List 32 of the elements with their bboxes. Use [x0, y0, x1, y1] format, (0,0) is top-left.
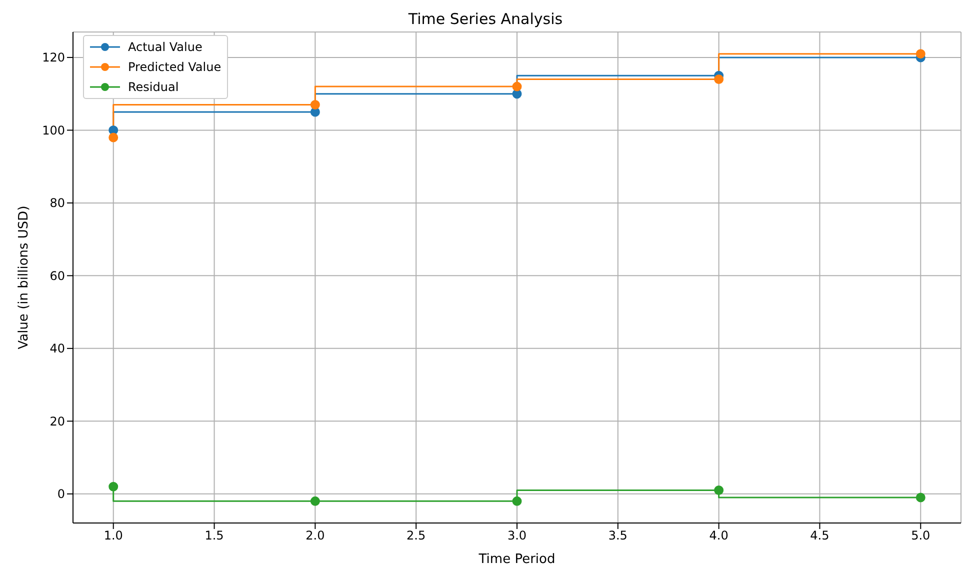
chart-title: Time Series Analysis	[407, 9, 564, 30]
x-tick-label: 5.0	[911, 528, 930, 543]
y-tick-label: 40	[50, 342, 65, 356]
x-tick-label: 4.0	[709, 528, 728, 543]
x-axis-title: Time Period	[478, 552, 556, 567]
point	[108, 132, 118, 142]
point	[108, 482, 118, 492]
legend-label: Predicted Value	[128, 60, 222, 74]
point	[310, 496, 320, 506]
point	[310, 100, 320, 110]
x-tick-label: 2.0	[306, 528, 325, 543]
y-tick-label: 0	[57, 487, 65, 502]
legend-label: Actual Value	[128, 40, 202, 54]
point	[714, 74, 724, 84]
legend-label: Residual	[128, 80, 179, 94]
x-tick-label: 2.5	[406, 528, 426, 543]
point	[916, 492, 926, 502]
x-tick-label: 3.0	[507, 528, 527, 543]
y-tick-label: 80	[50, 196, 65, 210]
point	[916, 49, 926, 59]
y-tick-label: 20	[50, 414, 65, 428]
point	[512, 82, 522, 92]
x-tick-label: 1.5	[204, 528, 224, 543]
x-tick-label: 3.5	[608, 528, 628, 543]
y-tick-label: 60	[50, 268, 65, 283]
point	[512, 496, 522, 506]
x-tick-label: 1.0	[104, 528, 123, 543]
y-tick-label: 100	[42, 123, 65, 138]
point	[714, 486, 724, 496]
x-tick-label: 4.5	[810, 528, 830, 543]
y-axis-title: Value (in billions USD)	[16, 206, 32, 350]
y-tick-label: 120	[42, 50, 65, 65]
